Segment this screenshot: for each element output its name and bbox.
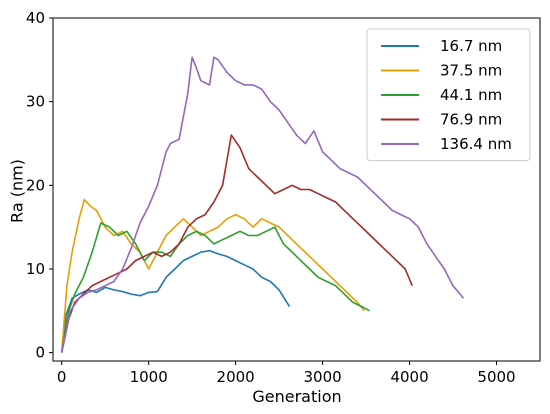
legend-entry: 44.1 nm	[440, 86, 502, 104]
series-line-1	[60, 198, 365, 353]
series-line-4	[60, 56, 465, 353]
series-line-2	[60, 222, 370, 353]
legend-entry: 76.9 nm	[440, 111, 502, 129]
x-tick-label: 2000	[217, 368, 255, 386]
ticks: 0 1000 2000 3000 4000 5000 0 10 20 30 40	[26, 9, 516, 386]
y-tick-label: 10	[26, 260, 45, 278]
series-lines	[60, 56, 465, 353]
legend: 16.7 nm 37.5 nm 44.1 nm 76.9 nm 136.4 nm	[366, 28, 531, 161]
series-line-3	[60, 134, 413, 353]
y-axis-label: Ra (nm)	[8, 159, 27, 223]
x-tick-label: 5000	[477, 368, 515, 386]
y-tick-label: 0	[35, 344, 45, 362]
x-tick-label: 0	[57, 368, 67, 386]
y-tick-label: 20	[26, 176, 45, 194]
y-tick-label: 30	[26, 93, 45, 111]
x-axis-label: Generation	[252, 387, 341, 406]
legend-entry: 136.4 nm	[440, 135, 512, 153]
x-tick-label: 4000	[390, 368, 428, 386]
y-tick-label: 40	[26, 9, 45, 27]
series-line-0	[60, 249, 291, 353]
legend-entry: 37.5 nm	[440, 62, 502, 80]
legend-box	[366, 28, 531, 161]
y-axis-label-text: Ra (nm)	[8, 159, 27, 223]
legend-entry: 16.7 nm	[440, 37, 502, 55]
x-tick-label: 1000	[130, 368, 168, 386]
x-tick-label: 3000	[303, 368, 341, 386]
plot-frame	[52, 17, 541, 362]
